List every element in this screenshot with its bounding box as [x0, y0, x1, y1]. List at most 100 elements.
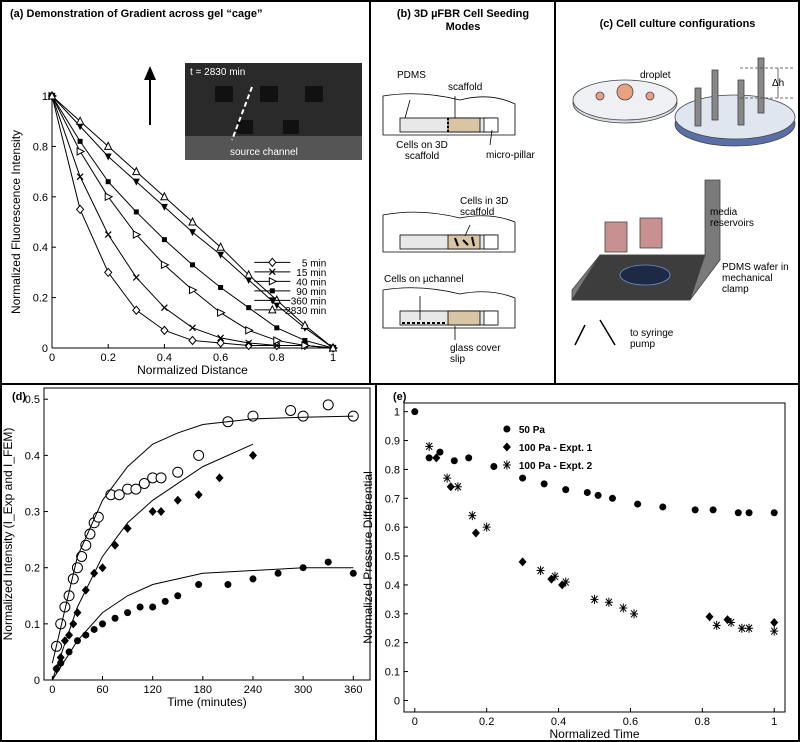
marker: [215, 473, 224, 483]
marker: [594, 491, 602, 499]
marker: [161, 237, 167, 243]
marker: [194, 490, 203, 500]
label: Cells on 3D scaffold: [396, 140, 448, 162]
marker: [425, 454, 433, 462]
label: to syringe pump: [630, 328, 674, 350]
marker: [130, 483, 142, 495]
label: PDMS: [397, 70, 426, 81]
marker: [411, 408, 419, 416]
marker: [468, 511, 477, 521]
marker: [189, 285, 198, 295]
legend-marker: [268, 257, 277, 268]
marker: [536, 565, 545, 575]
y-tick-label: 0.5: [25, 394, 40, 406]
y-tick-label: 0.2: [385, 638, 400, 650]
marker: [104, 192, 114, 202]
y-tick-label: 0.2: [33, 293, 48, 305]
series-line: [51, 415, 354, 664]
marker: [302, 337, 308, 343]
marker: [630, 609, 639, 619]
marker: [550, 571, 559, 581]
marker: [123, 523, 132, 533]
marker: [160, 203, 168, 211]
x-tick-label: 0.4: [157, 352, 172, 364]
marker: [274, 325, 280, 331]
x-tick-label: 0: [412, 716, 418, 728]
marker: [217, 334, 225, 342]
marker: [723, 615, 732, 625]
inset-line: [231, 86, 253, 141]
inset-post: [215, 86, 233, 102]
marker: [244, 269, 254, 279]
marker: [77, 138, 83, 144]
legend-marker: [269, 288, 275, 294]
x-axis-label: Normalized Distance: [137, 363, 248, 377]
legend-label: 15 min: [296, 268, 326, 279]
x-tick-label: 0.8: [269, 352, 284, 364]
x-tick-label: 300: [294, 684, 312, 696]
y-tick-label: 0.4: [385, 580, 400, 592]
marker: [160, 325, 169, 336]
marker: [604, 597, 613, 607]
marker: [148, 507, 157, 517]
marker: [272, 295, 282, 304]
legend-label: 360 min: [291, 296, 327, 307]
marker: [131, 166, 141, 176]
y-tick-label: 0.8: [385, 464, 400, 476]
panel-c-drawing: [571, 57, 796, 346]
marker: [322, 399, 334, 411]
x-tick-label: 0.6: [623, 716, 638, 728]
legend-label: 5 min: [302, 258, 326, 269]
marker: [124, 609, 132, 617]
marker: [273, 302, 281, 310]
inset-post: [305, 86, 323, 102]
marker: [770, 509, 778, 517]
marker: [745, 623, 754, 633]
marker: [149, 603, 157, 611]
marker: [590, 594, 599, 604]
legend-marker: [268, 297, 276, 305]
legend-marker: [502, 460, 511, 470]
marker: [691, 506, 699, 514]
plots: (a) Demonstration of Gradient across gel…: [1, 8, 786, 741]
y-tick-label: 0.6: [385, 522, 400, 534]
legend-label: 40 min: [296, 277, 326, 288]
marker: [216, 242, 225, 251]
chart-title: (a) Demonstration of Gradient across gel…: [10, 8, 262, 20]
marker: [105, 179, 111, 185]
panel-title: (b) 3D µFBR Cell Seeding Modes: [396, 8, 530, 33]
marker: [249, 575, 257, 583]
legend-label: 90 min: [296, 287, 326, 298]
marker: [76, 123, 84, 131]
legend-marker: [268, 277, 278, 286]
panel-title: (c) Cell culture configurations: [599, 18, 756, 30]
marker: [188, 216, 197, 226]
y-tick-label: 0.1: [385, 667, 400, 679]
marker: [133, 209, 139, 215]
marker: [111, 614, 119, 622]
marker: [224, 581, 232, 589]
marker: [217, 308, 226, 318]
marker: [90, 625, 98, 633]
x-axis-label: Normalized Time: [549, 727, 639, 741]
marker: [328, 342, 338, 352]
marker: [709, 506, 717, 514]
x-tick-label: 0: [49, 684, 55, 696]
marker: [111, 540, 120, 550]
marker: [73, 608, 82, 618]
panel-b-drawing: [382, 93, 516, 340]
marker: [432, 453, 441, 463]
x-tick-label: 0.4: [551, 716, 566, 728]
marker: [98, 563, 107, 573]
marker: [188, 335, 197, 346]
arrow-head: [144, 66, 156, 80]
legend-label: 50 Pa: [519, 425, 546, 436]
marker: [443, 473, 452, 483]
marker: [634, 500, 642, 508]
marker: [99, 620, 107, 628]
marker: [47, 90, 57, 100]
inset: t = 2830 min source channel: [144, 63, 362, 160]
marker: [737, 623, 746, 633]
marker: [104, 231, 112, 239]
